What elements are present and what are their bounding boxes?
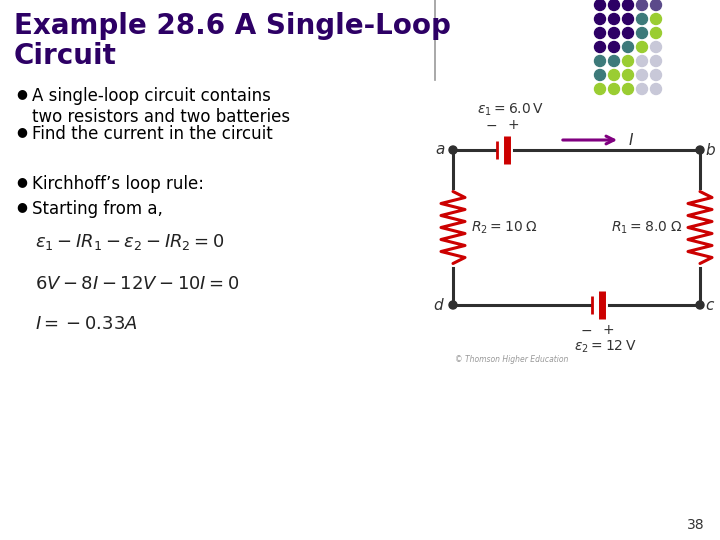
Text: $I = -0.33A$: $I = -0.33A$ bbox=[35, 315, 138, 333]
Circle shape bbox=[650, 28, 662, 38]
Circle shape bbox=[623, 28, 634, 38]
Text: Circuit: Circuit bbox=[14, 42, 117, 70]
Circle shape bbox=[623, 70, 634, 80]
Circle shape bbox=[650, 42, 662, 52]
Text: $+$: $+$ bbox=[602, 323, 614, 337]
Text: $R_1 = 8.0\;\Omega$: $R_1 = 8.0\;\Omega$ bbox=[611, 219, 682, 235]
Circle shape bbox=[595, 0, 606, 10]
Circle shape bbox=[650, 84, 662, 94]
Circle shape bbox=[608, 56, 619, 66]
Text: $c$: $c$ bbox=[705, 298, 715, 313]
Circle shape bbox=[608, 42, 619, 52]
Circle shape bbox=[623, 42, 634, 52]
Circle shape bbox=[608, 70, 619, 80]
Text: ●: ● bbox=[16, 87, 27, 100]
Text: Kirchhoff’s loop rule:: Kirchhoff’s loop rule: bbox=[32, 175, 204, 193]
Circle shape bbox=[636, 56, 647, 66]
Text: $-$: $-$ bbox=[485, 118, 497, 132]
Text: A single-loop circuit contains
two resistors and two batteries: A single-loop circuit contains two resis… bbox=[32, 87, 290, 126]
Circle shape bbox=[636, 42, 647, 52]
Circle shape bbox=[623, 0, 634, 10]
Circle shape bbox=[636, 14, 647, 24]
Circle shape bbox=[623, 84, 634, 94]
Text: ●: ● bbox=[16, 200, 27, 213]
Text: ●: ● bbox=[16, 125, 27, 138]
Text: $6V - 8I - 12V - 10I = 0$: $6V - 8I - 12V - 10I = 0$ bbox=[35, 275, 240, 293]
Text: $+$: $+$ bbox=[507, 118, 519, 132]
Circle shape bbox=[636, 0, 647, 10]
Text: Example 28.6 A Single-Loop: Example 28.6 A Single-Loop bbox=[14, 12, 451, 40]
Text: 38: 38 bbox=[688, 518, 705, 532]
Circle shape bbox=[623, 14, 634, 24]
Circle shape bbox=[595, 28, 606, 38]
Text: $b$: $b$ bbox=[705, 142, 716, 158]
Circle shape bbox=[608, 14, 619, 24]
Circle shape bbox=[696, 146, 704, 154]
Circle shape bbox=[595, 84, 606, 94]
Circle shape bbox=[636, 28, 647, 38]
Circle shape bbox=[608, 84, 619, 94]
Text: $\varepsilon_2 = 12\,\mathrm{V}$: $\varepsilon_2 = 12\,\mathrm{V}$ bbox=[574, 339, 636, 355]
Circle shape bbox=[650, 70, 662, 80]
Circle shape bbox=[449, 301, 457, 309]
Circle shape bbox=[623, 56, 634, 66]
Circle shape bbox=[608, 28, 619, 38]
Text: $R_2 = 10\;\Omega$: $R_2 = 10\;\Omega$ bbox=[471, 219, 538, 235]
Circle shape bbox=[636, 84, 647, 94]
Circle shape bbox=[595, 70, 606, 80]
Circle shape bbox=[636, 70, 647, 80]
Text: © Thomson Higher Education: © Thomson Higher Education bbox=[455, 355, 568, 364]
Text: $a$: $a$ bbox=[435, 143, 445, 158]
Circle shape bbox=[595, 14, 606, 24]
Text: $-$: $-$ bbox=[580, 323, 592, 337]
Text: ●: ● bbox=[16, 175, 27, 188]
Text: $d$: $d$ bbox=[433, 297, 445, 313]
Circle shape bbox=[650, 56, 662, 66]
Text: Find the current in the circuit: Find the current in the circuit bbox=[32, 125, 273, 143]
Text: $\varepsilon_1 - IR_1 - \varepsilon_2 - IR_2 = 0$: $\varepsilon_1 - IR_1 - \varepsilon_2 - … bbox=[35, 232, 225, 252]
Text: $I$: $I$ bbox=[628, 132, 634, 148]
Circle shape bbox=[650, 0, 662, 10]
Circle shape bbox=[595, 56, 606, 66]
Text: $\varepsilon_1 = 6.0\,\mathrm{V}$: $\varepsilon_1 = 6.0\,\mathrm{V}$ bbox=[477, 102, 544, 118]
Circle shape bbox=[650, 14, 662, 24]
Circle shape bbox=[449, 146, 457, 154]
Text: Starting from a,: Starting from a, bbox=[32, 200, 163, 218]
Circle shape bbox=[595, 42, 606, 52]
Circle shape bbox=[696, 301, 704, 309]
Circle shape bbox=[608, 0, 619, 10]
